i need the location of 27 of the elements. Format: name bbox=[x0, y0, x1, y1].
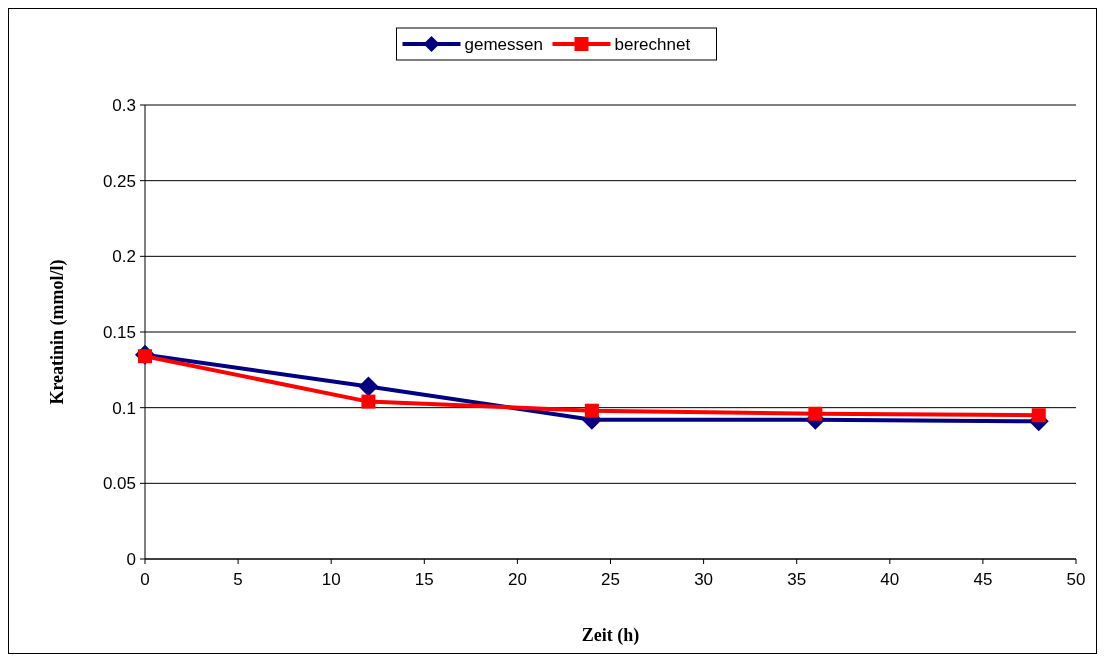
x-axis-title: Zeit (h) bbox=[581, 625, 640, 646]
y-tick-label: 0.15 bbox=[102, 322, 136, 342]
y-tick-label: 0.3 bbox=[112, 95, 136, 115]
y-tick-label: 0 bbox=[126, 549, 136, 569]
point bbox=[584, 403, 599, 418]
x-tick-label: 0 bbox=[140, 570, 150, 589]
x-tick-label: 45 bbox=[973, 570, 993, 589]
x-tick-label: 35 bbox=[787, 570, 807, 589]
y-tick-label: 0.05 bbox=[102, 474, 136, 494]
x-tick-label: 40 bbox=[880, 570, 900, 589]
y-axis-title: Kreatinin (mmol/l) bbox=[47, 259, 68, 405]
x-tick-label: 20 bbox=[507, 570, 527, 589]
x-tick-label: 25 bbox=[601, 570, 620, 589]
legend-label: gemessen bbox=[464, 34, 543, 54]
x-tick-label: 50 bbox=[1066, 570, 1086, 589]
point bbox=[358, 376, 379, 397]
y-tick-label: 0.2 bbox=[112, 247, 136, 267]
y-tick-label: 0.1 bbox=[112, 398, 136, 418]
x-tick-label: 15 bbox=[414, 570, 434, 589]
point bbox=[1031, 408, 1046, 423]
point bbox=[808, 406, 823, 421]
x-tick-label: 10 bbox=[321, 570, 341, 589]
legend-label: berechnet bbox=[614, 34, 691, 54]
x-tick-label: 30 bbox=[694, 570, 714, 589]
x-tick-label: 5 bbox=[233, 570, 243, 589]
point bbox=[361, 394, 376, 409]
y-tick-label: 0.25 bbox=[102, 171, 136, 191]
